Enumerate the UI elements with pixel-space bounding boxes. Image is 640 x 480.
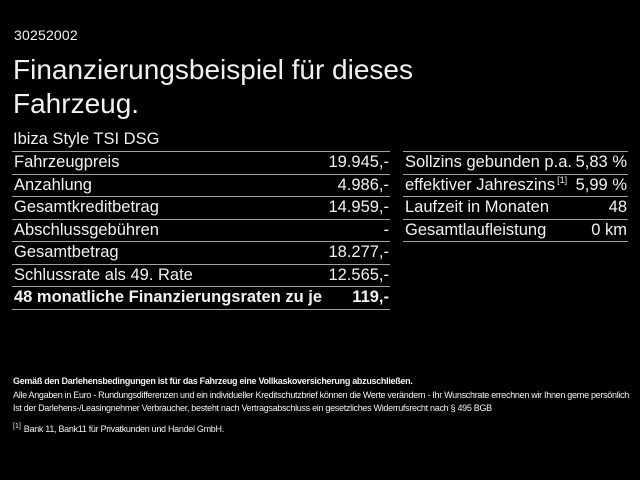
row-label: Sollzins gebunden p.a.: [405, 153, 572, 172]
conditions-table: Sollzins gebunden p.a. 5,83 % effektiver…: [403, 151, 628, 242]
row-value: 12.565,-: [328, 265, 389, 284]
table-row-gesamtlaufleistung: Gesamtlaufleistung 0 km: [403, 218, 628, 242]
table-row-effektiver-jahreszins: effektiver Jahreszins [1] 5,99 %: [403, 173, 628, 197]
table-row-gesamtkreditbetrag: Gesamtkreditbetrag 14.959,-: [12, 196, 390, 219]
table-row-anzahlung: Anzahlung 4.986,-: [12, 173, 390, 197]
disclaimer-line-1: Alle Angaben in Euro - Rundungsdifferenz…: [13, 389, 629, 400]
page-title-line1: Finanzierungsbeispiel für dieses: [13, 54, 413, 85]
row-value: 5,83 %: [575, 153, 627, 172]
row-label: Gesamtkreditbetrag: [14, 198, 159, 217]
table-row-gesamtbetrag: Gesamtbetrag 18.277,-: [12, 241, 390, 264]
row-value: 119,-: [352, 288, 389, 307]
row-label: effektiver Jahreszins [1]: [403, 176, 567, 195]
table-row-schlussrate: Schlussrate als 49. Rate 12.565,-: [12, 263, 390, 287]
row-value: 18.277,-: [328, 243, 389, 262]
disclaimer-line-2: Ist der Darlehens-/Leasingnehmer Verbrau…: [13, 403, 492, 413]
row-label: Schlussrate als 49. Rate: [14, 265, 193, 284]
row-value: 48: [608, 198, 627, 217]
footnote-ref-marker: [1]: [557, 175, 568, 186]
row-label-text: effektiver Jahreszins: [405, 175, 556, 194]
legal-footer: Gemäß den Darlehensbedingungen ist für d…: [13, 375, 639, 436]
row-value: 19.945,-: [328, 153, 389, 172]
finance-table: Fahrzeugpreis 19.945,- Anzahlung 4.986,-…: [12, 151, 390, 310]
row-label: Fahrzeugpreis: [14, 153, 120, 172]
reference-number: 30252002: [14, 27, 78, 43]
row-value: 5,99 %: [575, 175, 627, 194]
footnote-marker: [1]: [13, 422, 21, 430]
row-label: Gesamtbetrag: [14, 243, 119, 262]
page-title: Finanzierungsbeispiel für dieses Fahrzeu…: [13, 53, 473, 120]
table-row-laufzeit: Laufzeit in Monaten 48: [403, 196, 628, 219]
table-row-abschlussgebuehren: Abschlussgebühren -: [12, 218, 390, 242]
page-title-line2: Fahrzeug.: [13, 87, 140, 119]
table-row-sollzins: Sollzins gebunden p.a. 5,83 %: [403, 151, 628, 174]
row-value: 4.986,-: [337, 175, 389, 194]
row-value: -: [383, 220, 390, 239]
footnote: [1] Bank 11, Bank11 für Privatkunden und …: [13, 420, 639, 437]
row-value: 14.959,-: [328, 198, 389, 217]
row-label: Gesamtlaufleistung: [405, 220, 547, 239]
row-label: Laufzeit in Monaten: [405, 198, 550, 217]
vehicle-model: Ibiza Style TSI DSG: [13, 130, 160, 148]
insurance-note: Gemäß den Darlehensbedingungen ist für d…: [13, 376, 413, 386]
row-label: Abschlussgebühren: [14, 220, 159, 239]
row-value: 0 km: [591, 220, 627, 239]
table-row-monatsrate: 48 monatliche Finanzierungsraten zu je 1…: [12, 286, 390, 309]
table-row-fahrzeugpreis: Fahrzeugpreis 19.945,-: [12, 151, 390, 174]
row-label: 48 monatliche Finanzierungsraten zu je: [14, 288, 323, 307]
row-label: Anzahlung: [14, 175, 92, 194]
footnote-text: Bank 11, Bank11 für Privatkunden und Han…: [23, 423, 224, 434]
